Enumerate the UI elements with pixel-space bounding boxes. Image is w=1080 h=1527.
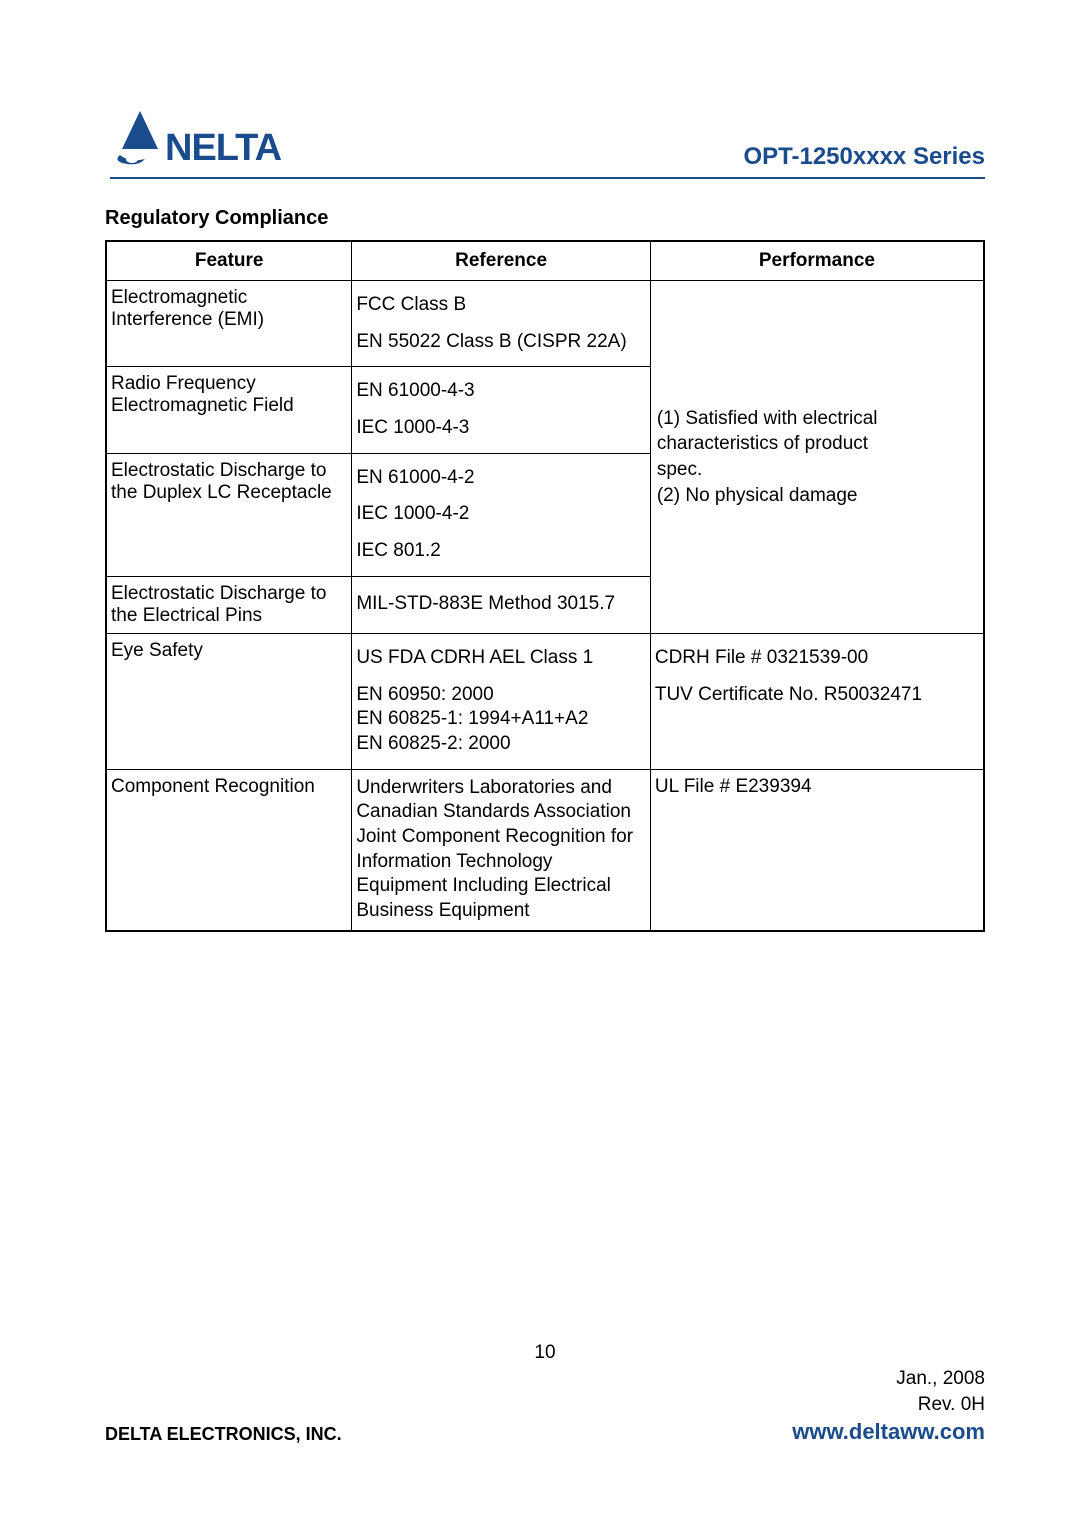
feature-cell: Electrostatic Discharge to the Electrica… — [106, 576, 352, 633]
header-feature: Feature — [106, 241, 352, 281]
footer-date: Jan., 2008 — [792, 1366, 985, 1392]
logo: NELTA — [110, 105, 330, 175]
reference-cell: US FDA CDRH AEL Class 1 EN 60950: 2000 E… — [352, 633, 651, 769]
feature-cell: Electromagnetic Interference (EMI) — [106, 281, 352, 367]
reference-line: EN 60950: 2000 EN 60825-1: 1994+A11+A2 E… — [356, 677, 646, 763]
page-number: 10 — [105, 1342, 985, 1364]
series-title: OPT-1250xxxx Series — [743, 143, 985, 175]
svg-text:NELTA: NELTA — [165, 127, 282, 169]
reference-cell: FCC Class B EN 55022 Class B (CISPR 22A) — [352, 281, 651, 367]
reference-line: IEC 801.2 — [356, 533, 646, 570]
feature-cell: Eye Safety — [106, 633, 352, 769]
performance-cell: (1) Satisfied with electrical characteri… — [650, 281, 984, 634]
reference-line: FCC Class B — [356, 287, 646, 324]
performance-line: UL File # E239394 — [655, 776, 979, 798]
delta-logo-icon: NELTA — [110, 105, 330, 175]
page-footer: 10 DELTA ELECTRONICS, INC. Jan., 2008 Re… — [105, 1342, 985, 1447]
feature-cell: Component Recognition — [106, 769, 352, 931]
reference-line: MIL-STD-883E Method 3015.7 — [356, 592, 646, 617]
table-row: Eye Safety US FDA CDRH AEL Class 1 EN 60… — [106, 633, 984, 769]
reference-cell: Underwriters Laboratories and Canadian S… — [352, 769, 651, 931]
performance-cell: CDRH File # 0321539-00 TUV Certificate N… — [650, 633, 984, 769]
reference-line: IEC 1000-4-3 — [356, 410, 646, 447]
footer-right: Jan., 2008 Rev. 0H www.deltaww.com — [792, 1366, 985, 1447]
reference-cell: EN 61000-4-2 IEC 1000-4-2 IEC 801.2 — [352, 453, 651, 576]
table-row: Component Recognition Underwriters Labor… — [106, 769, 984, 931]
page-header: NELTA OPT-1250xxxx Series — [110, 105, 985, 179]
performance-line: CDRH File # 0321539-00 — [655, 640, 979, 677]
performance-text: (1) Satisfied with electrical characteri… — [655, 400, 979, 515]
footer-url: www.deltaww.com — [792, 1417, 985, 1447]
feature-cell: Radio Frequency Electromagnetic Field — [106, 367, 352, 453]
reference-line: EN 61000-4-2 — [356, 460, 646, 497]
performance-line: TUV Certificate No. R50032471 — [655, 677, 979, 714]
header-reference: Reference — [352, 241, 651, 281]
footer-revision: Rev. 0H — [792, 1392, 985, 1418]
header-performance: Performance — [650, 241, 984, 281]
reference-line: Underwriters Laboratories and Canadian S… — [356, 776, 646, 924]
table-row: Electromagnetic Interference (EMI) FCC C… — [106, 281, 984, 367]
compliance-table: Feature Reference Performance Electromag… — [105, 240, 985, 932]
section-title: Regulatory Compliance — [105, 207, 985, 230]
reference-line: US FDA CDRH AEL Class 1 — [356, 640, 646, 677]
footer-company: DELTA ELECTRONICS, INC. — [105, 1424, 342, 1447]
reference-cell: EN 61000-4-3 IEC 1000-4-3 — [352, 367, 651, 453]
footer-row: DELTA ELECTRONICS, INC. Jan., 2008 Rev. … — [105, 1366, 985, 1447]
reference-cell: MIL-STD-883E Method 3015.7 — [352, 576, 651, 633]
reference-line: IEC 1000-4-2 — [356, 496, 646, 533]
reference-line: EN 55022 Class B (CISPR 22A) — [356, 324, 646, 361]
performance-cell: UL File # E239394 — [650, 769, 984, 931]
table-header-row: Feature Reference Performance — [106, 241, 984, 281]
reference-line: EN 61000-4-3 — [356, 373, 646, 410]
feature-cell: Electrostatic Discharge to the Duplex LC… — [106, 453, 352, 576]
